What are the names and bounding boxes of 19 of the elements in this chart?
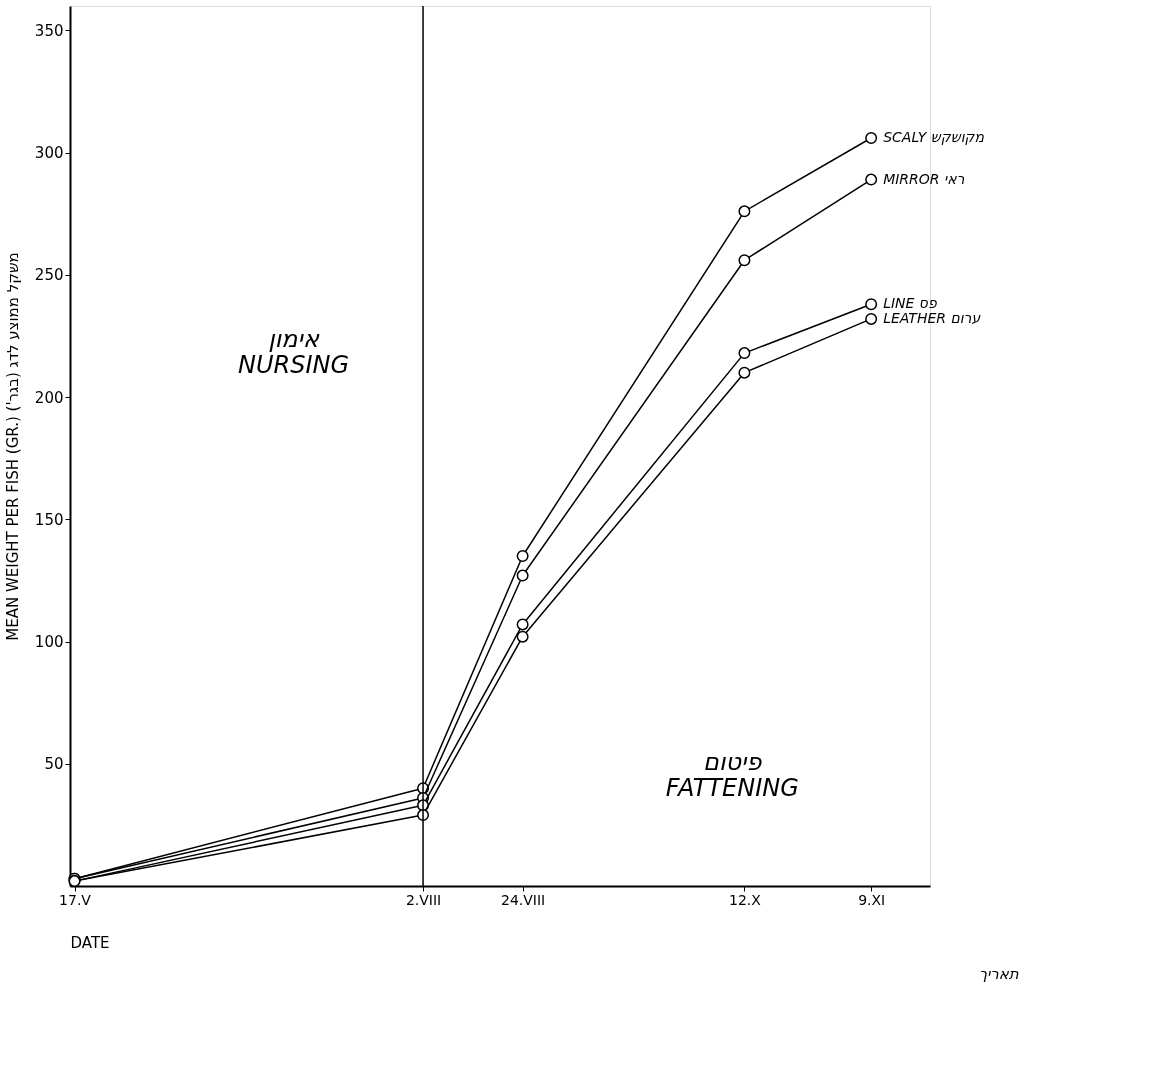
y-tick-label: 350: [34, 21, 64, 40]
series-label: SCALY מקושקש: [883, 129, 985, 145]
text: תאריך: [978, 965, 1019, 983]
y-tick-label: 150: [34, 510, 64, 529]
x-tick-label: 12.X: [728, 891, 762, 908]
x-tick-label: 24.VIII: [501, 891, 546, 908]
y-tick-label: 200: [34, 388, 64, 407]
y-tick-label: 300: [34, 144, 64, 163]
series-label: LINE פס: [883, 295, 938, 312]
x-axis-title: DATE: [70, 933, 110, 952]
x-tick-label: 2.VIII: [405, 891, 442, 908]
series-label: LEATHER ערום: [883, 309, 981, 326]
x-tick-label: 17.V: [59, 891, 92, 908]
x-tick-label: 9.XI: [858, 891, 886, 908]
y-axis-title: MEAN WEIGHT PER FISH (GR.) משקל ממוצע לדג (בגר'): [3, 252, 22, 641]
y-tick-label: 50: [44, 755, 64, 774]
y-tick-label: 250: [34, 266, 64, 285]
series-label: MIRROR ראי: [883, 170, 965, 187]
y-tick-label: 100: [34, 633, 64, 652]
